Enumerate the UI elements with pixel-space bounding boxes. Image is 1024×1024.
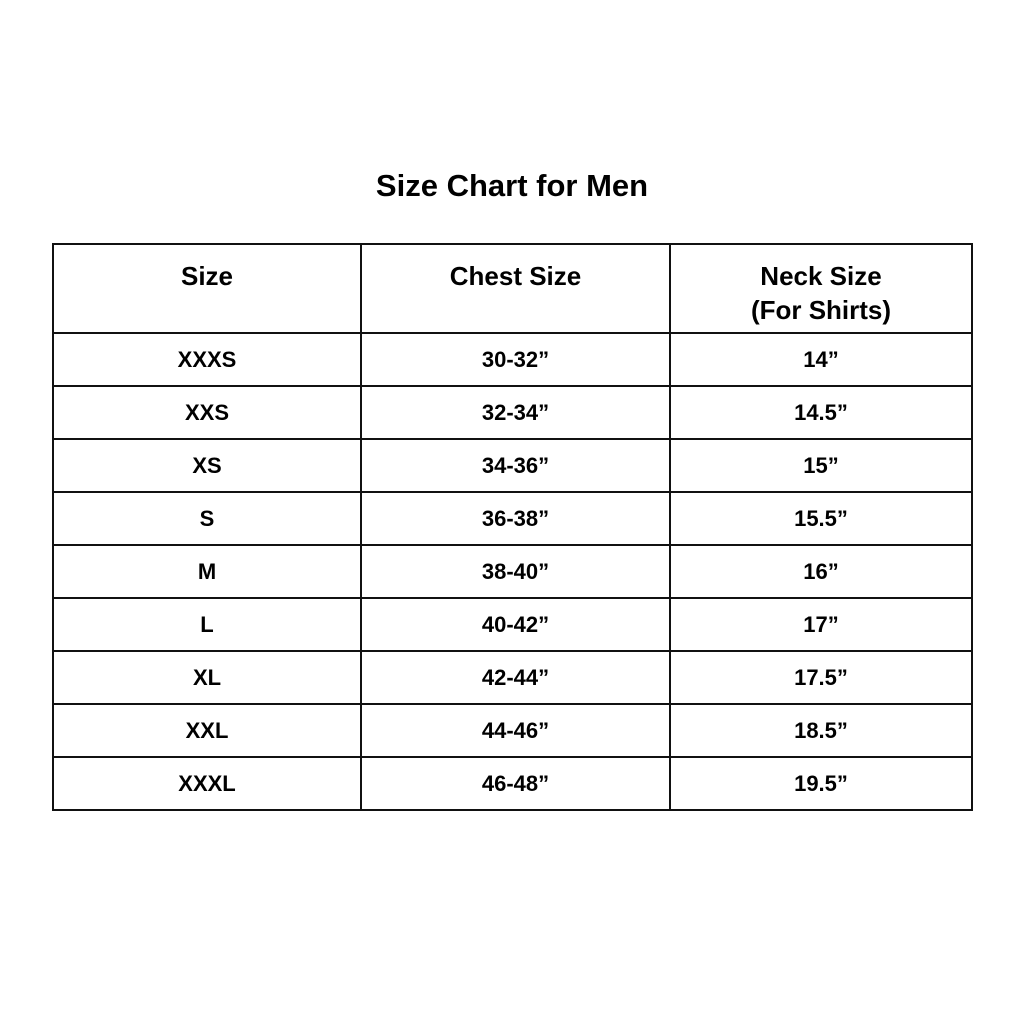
table-header-row: Size Chest Size Neck Size (For Shirts) [52,243,973,334]
table-row: L 40-42” 17” [52,597,973,652]
cell-size: XL [52,650,362,705]
table-row: XXXS 30-32” 14” [52,332,973,387]
cell-size: XXS [52,385,362,440]
header-neck-size-sub: (For Shirts) [750,295,892,325]
cell-chest-size: 46-48” [360,756,671,811]
cell-size: XXL [52,703,362,758]
table-row: XS 34-36” 15” [52,438,973,493]
table-row: XXL 44-46” 18.5” [52,703,973,758]
cell-chest-size: 38-40” [360,544,671,599]
cell-size: XXXL [52,756,362,811]
cell-neck-size: 15” [669,438,973,493]
cell-chest-size: 42-44” [360,650,671,705]
header-neck-size: Neck Size (For Shirts) [669,243,973,334]
cell-neck-size: 14” [669,332,973,387]
table-row: M 38-40” 16” [52,544,973,599]
cell-chest-size: 32-34” [360,385,671,440]
table-row: XXS 32-34” 14.5” [52,385,973,440]
cell-neck-size: 17” [669,597,973,652]
size-chart-table: Size Chest Size Neck Size (For Shirts) X… [52,243,973,811]
cell-size: M [52,544,362,599]
cell-chest-size: 30-32” [360,332,671,387]
cell-chest-size: 40-42” [360,597,671,652]
header-neck-size-label: Neck Size [760,261,882,291]
cell-size: XS [52,438,362,493]
cell-size: XXXS [52,332,362,387]
cell-neck-size: 17.5” [669,650,973,705]
table-row: S 36-38” 15.5” [52,491,973,546]
table-row: XXXL 46-48” 19.5” [52,756,973,811]
cell-neck-size: 18.5” [669,703,973,758]
cell-chest-size: 34-36” [360,438,671,493]
cell-neck-size: 16” [669,544,973,599]
cell-chest-size: 36-38” [360,491,671,546]
page-title: Size Chart for Men [375,168,649,203]
cell-neck-size: 19.5” [669,756,973,811]
header-chest-size: Chest Size [360,243,671,334]
header-size: Size [52,243,362,334]
cell-size: S [52,491,362,546]
cell-chest-size: 44-46” [360,703,671,758]
cell-neck-size: 14.5” [669,385,973,440]
cell-size: L [52,597,362,652]
table-row: XL 42-44” 17.5” [52,650,973,705]
cell-neck-size: 15.5” [669,491,973,546]
